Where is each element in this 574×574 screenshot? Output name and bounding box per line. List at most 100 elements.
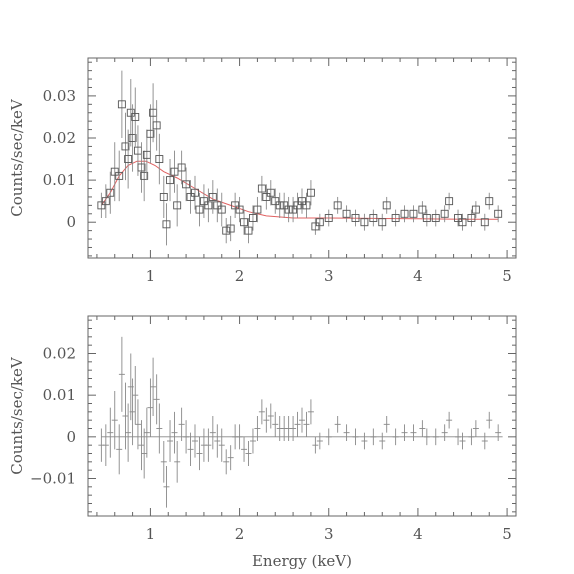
data-point [392, 428, 399, 446]
square-marker [240, 218, 248, 227]
square-marker [467, 214, 476, 222]
data-point [138, 420, 145, 471]
square-marker [422, 214, 431, 222]
data-point [455, 428, 462, 446]
data-point [290, 416, 297, 441]
data-point [253, 196, 262, 223]
y-tick-label: 0.01 [43, 386, 76, 404]
data-point [124, 129, 133, 189]
square-marker [431, 214, 440, 222]
square-marker [315, 218, 324, 227]
square-marker [289, 205, 298, 214]
data-point [118, 336, 125, 412]
square-marker [186, 192, 195, 201]
data-point [334, 416, 341, 433]
square-marker [409, 209, 418, 218]
data-point [485, 192, 494, 210]
data-point [192, 424, 198, 458]
data-point [382, 196, 391, 214]
data-point [249, 428, 256, 454]
data-point [129, 378, 136, 446]
y-tick-label: −0.01 [30, 470, 76, 488]
square-marker [306, 188, 315, 197]
data-point [431, 209, 440, 227]
data-point [240, 209, 248, 235]
square-marker [199, 197, 208, 206]
square-marker [311, 222, 320, 231]
square-marker [226, 224, 235, 233]
square-marker [351, 214, 360, 222]
model-curve [100, 160, 499, 220]
data-point [97, 192, 106, 218]
data-point [391, 209, 400, 227]
data-point [311, 218, 320, 235]
y-tick-label: 0.01 [43, 171, 76, 189]
data-point [352, 428, 359, 446]
square-marker [124, 155, 133, 164]
square-marker [454, 214, 462, 222]
data-point [110, 142, 119, 202]
data-point [102, 424, 109, 466]
x-tick-label: 3 [324, 267, 334, 285]
square-marker [191, 188, 199, 197]
square-marker [418, 205, 427, 214]
square-marker [324, 214, 333, 222]
square-marker [298, 197, 306, 206]
square-marker [257, 184, 266, 193]
data-point [486, 411, 493, 429]
square-marker [217, 205, 226, 214]
data-point [480, 213, 489, 231]
y-tick-label: 0 [66, 213, 76, 231]
data-point [227, 445, 234, 471]
data-point [160, 441, 167, 483]
square-marker [445, 197, 454, 206]
square-marker [378, 218, 387, 227]
data-point [379, 432, 386, 450]
data-point [471, 201, 480, 218]
data-point [195, 192, 204, 227]
data-point [199, 184, 208, 218]
data-point [361, 432, 368, 450]
data-point [325, 428, 332, 446]
square-marker [485, 197, 494, 206]
square-marker [222, 226, 231, 235]
square-marker [391, 214, 400, 222]
data-point [271, 188, 280, 214]
data-point [141, 428, 148, 479]
data-point [208, 180, 217, 214]
data-point [163, 466, 170, 508]
data-point [298, 188, 306, 214]
data-point [152, 100, 161, 151]
data-point [186, 180, 195, 214]
data-point [236, 424, 243, 450]
data-point [125, 403, 132, 462]
data-point [409, 205, 418, 223]
data-point [107, 407, 114, 458]
data-point [101, 184, 110, 218]
data-point [121, 112, 130, 181]
data-point [106, 171, 115, 214]
data-point [481, 432, 488, 450]
data-point [445, 192, 454, 210]
data-point [204, 188, 213, 223]
data-point [494, 205, 503, 223]
data-point [171, 411, 178, 454]
data-point [153, 374, 160, 425]
data-point [178, 407, 185, 441]
square-marker [97, 201, 106, 210]
y-tick-label: 0 [66, 428, 76, 446]
data-point [302, 192, 311, 218]
x-tick-label: 5 [502, 525, 512, 543]
square-marker [342, 209, 351, 218]
square-marker [333, 201, 342, 210]
data-point [316, 432, 323, 450]
data-point [419, 420, 426, 437]
data-point [370, 428, 377, 446]
data-point [205, 428, 212, 462]
data-point [306, 180, 315, 206]
data-point [147, 378, 154, 437]
data-point [155, 133, 164, 185]
square-marker [195, 205, 204, 214]
data-point [441, 424, 448, 441]
x-tick-label: 1 [146, 525, 156, 543]
